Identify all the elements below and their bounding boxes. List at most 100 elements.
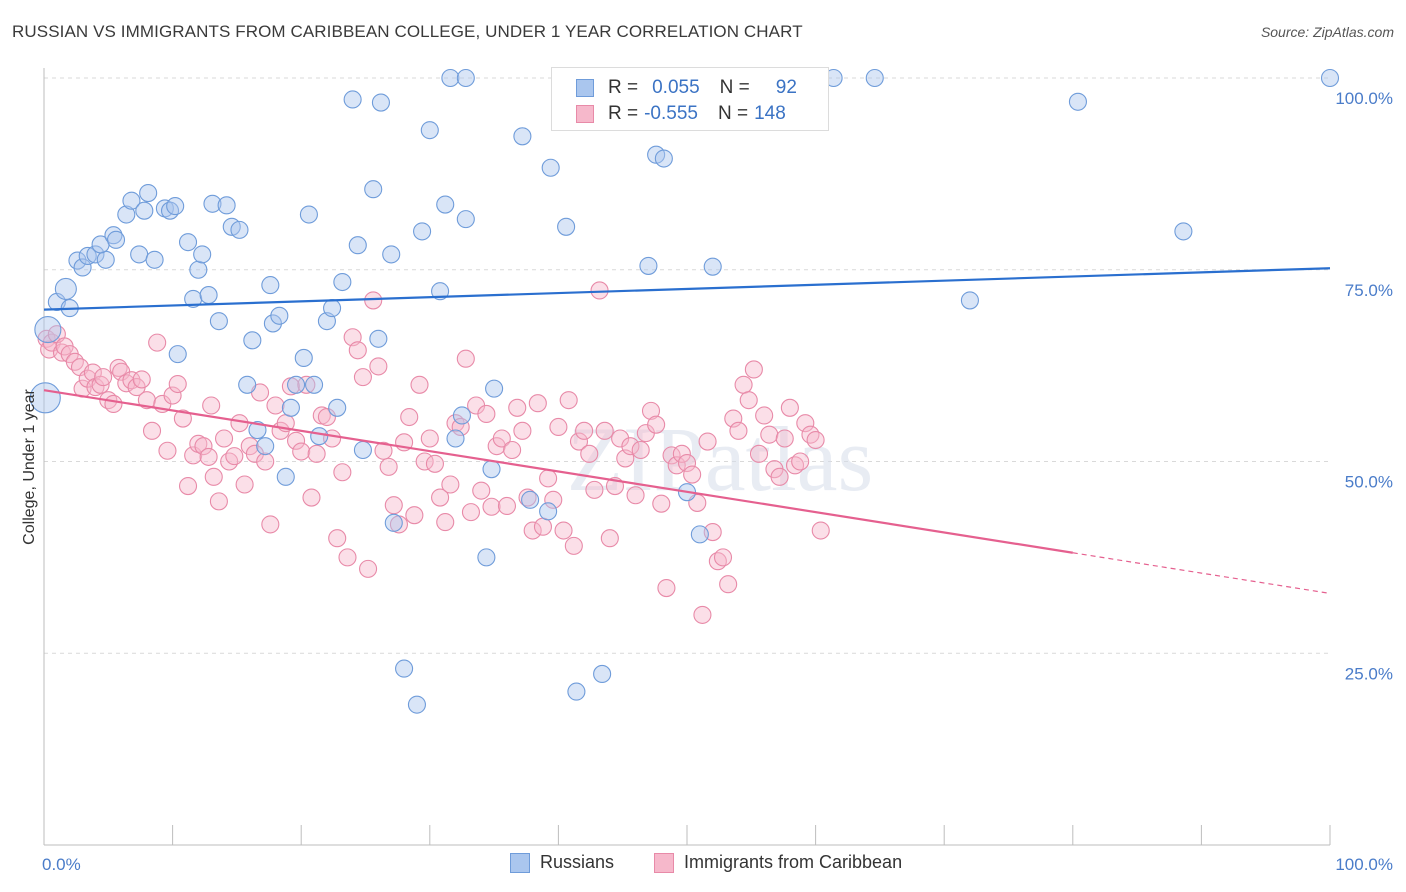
caribbean-point	[523, 521, 542, 540]
caribbean-point	[719, 575, 738, 594]
caribbean-point	[652, 494, 671, 513]
russians-point	[1174, 222, 1193, 241]
russians-point	[407, 695, 426, 714]
caribbean-point	[287, 431, 306, 450]
caribbean-point	[451, 417, 470, 437]
russians-point	[305, 375, 324, 394]
russians-point	[78, 246, 97, 265]
caribbean-point	[359, 559, 378, 578]
caribbean-point	[775, 429, 794, 448]
russians-point	[413, 222, 432, 241]
legend-n-label: N =	[717, 103, 749, 124]
caribbean-point	[405, 506, 424, 525]
caribbean-point	[472, 481, 491, 500]
russians-point	[294, 348, 313, 368]
caribbean-point	[811, 521, 830, 540]
russians-point	[441, 68, 460, 88]
russians-point	[690, 525, 709, 544]
russians-point	[209, 312, 228, 331]
russians-point	[567, 682, 586, 701]
caribbean-point	[739, 391, 758, 410]
caribbean-point	[302, 488, 321, 507]
caribbean-point	[585, 480, 604, 499]
russians-point	[395, 659, 414, 678]
caribbean-point	[539, 469, 558, 488]
russians-point	[369, 329, 388, 348]
y-tick-label: 50.0%	[1345, 473, 1393, 492]
caribbean-point	[400, 407, 419, 427]
russians-point	[243, 331, 262, 350]
caribbean-point	[297, 375, 316, 394]
caribbean-point	[796, 414, 815, 433]
russians-point	[86, 245, 105, 264]
russians-point	[960, 291, 979, 310]
caribbean-point	[755, 406, 774, 425]
russians-point	[178, 233, 198, 252]
caribbean-point	[713, 548, 733, 567]
caribbean-point	[518, 488, 537, 507]
y-tick-label: 75.0%	[1345, 281, 1393, 300]
legend-item-russians: Russians	[510, 852, 614, 873]
caribbean-points	[37, 281, 830, 624]
caribbean-point	[575, 421, 594, 440]
caribbean-point	[497, 496, 517, 516]
russians-point	[1068, 92, 1087, 111]
russians-point	[263, 314, 282, 333]
caribbean-point	[672, 444, 691, 463]
russians-point	[261, 276, 280, 295]
caribbean-point	[693, 605, 712, 624]
russians-point	[343, 90, 362, 109]
x-tick-label: 100.0%	[1335, 855, 1393, 874]
watermark: ZIPatlas	[567, 408, 874, 510]
caribbean-point	[791, 452, 810, 471]
caribbean-point	[184, 446, 203, 465]
caribbean-point	[230, 414, 249, 433]
legend-label-caribbean: Immigrants from Caribbean	[684, 852, 903, 872]
russians-point	[456, 68, 475, 88]
russians-point	[310, 427, 329, 446]
caribbean-point	[158, 441, 177, 460]
caribbean-point	[104, 394, 123, 414]
russians-point	[248, 421, 267, 440]
russians-point	[557, 217, 576, 236]
caribbean-point	[698, 432, 717, 451]
russians-point	[96, 250, 115, 269]
russians-point	[333, 272, 352, 292]
caribbean-point	[569, 432, 589, 451]
caribbean-point	[379, 457, 398, 476]
caribbean-point	[641, 401, 661, 420]
caribbean-point	[317, 407, 336, 427]
caribbean-point	[503, 440, 522, 460]
caribbean-point	[338, 548, 357, 567]
russians-point	[382, 245, 401, 264]
caribbean-point	[683, 465, 702, 484]
russians-point	[135, 201, 154, 220]
caribbean-point	[425, 454, 444, 473]
trend-lines	[43, 267, 1331, 595]
caribbean-point	[657, 579, 676, 598]
russians-point	[541, 158, 560, 177]
legend-r-value: 0.055	[652, 77, 700, 98]
legend-label-russians: Russians	[540, 852, 615, 872]
legend-r-value: -0.555	[644, 103, 698, 124]
russians-point	[593, 664, 612, 684]
caribbean-point	[806, 430, 825, 450]
caribbean-legend-swatch	[654, 852, 674, 873]
caribbean-point	[374, 441, 393, 460]
caribbean-point	[384, 496, 403, 515]
caribbean-point	[117, 374, 136, 393]
caribbean-point	[760, 425, 779, 444]
caribbean-point	[611, 429, 630, 448]
y-axis-label: College, Under 1 year	[21, 389, 38, 545]
caribbean-point	[369, 357, 388, 376]
russians-point	[199, 286, 218, 305]
caribbean-point	[364, 291, 383, 310]
caribbean-point	[94, 368, 113, 387]
russians-point	[436, 195, 455, 214]
legend-r-label: R =	[608, 77, 639, 98]
correlation-legend: R = 0.055 N = 92 R = -0.555 N = 148	[551, 67, 829, 131]
caribbean-point	[564, 536, 583, 555]
legend-n-label: N =	[719, 77, 750, 98]
russians-point	[703, 257, 722, 276]
russians-point	[299, 205, 318, 224]
